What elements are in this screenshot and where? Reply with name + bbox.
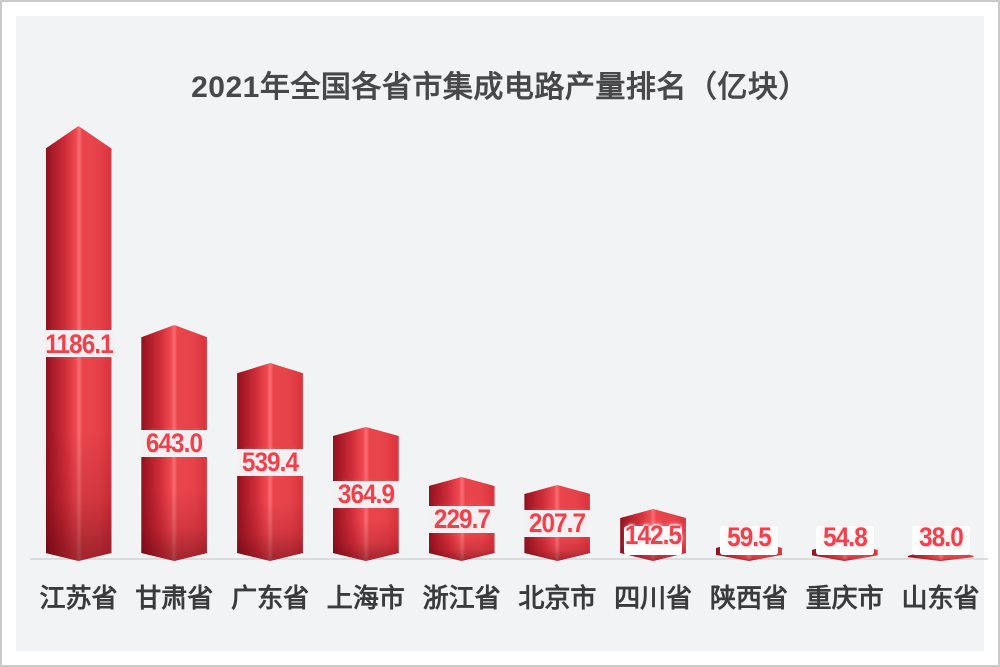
category-label: 甘肃省 — [135, 583, 214, 613]
bar-value-label: 59.5 — [727, 522, 772, 552]
chart-title: 2021年全国各省市集成电路产量排名（亿块） — [191, 71, 809, 104]
value-plate — [911, 526, 970, 555]
category-label: 江苏省 — [39, 583, 118, 613]
bar-value-label: 142.5 — [625, 520, 682, 550]
bar-gap — [140, 429, 209, 457]
category-label: 山东省 — [901, 583, 980, 613]
bar-gap — [236, 448, 305, 476]
bar-value-label: 229.7 — [433, 504, 490, 534]
bar-value-label: 54.8 — [822, 522, 868, 552]
bar-value-label: 207.7 — [529, 508, 586, 538]
value-plate — [720, 526, 778, 555]
category-label: 陕西省 — [709, 583, 788, 613]
bar-value-label: 539.4 — [241, 447, 299, 477]
bar-gap — [523, 509, 592, 537]
category-label: 北京市 — [518, 583, 597, 613]
category-label: 重庆市 — [805, 583, 884, 613]
x-axis-line — [30, 558, 988, 560]
category-label: 四川省 — [614, 583, 693, 613]
bar-value-label: 1186.1 — [44, 328, 113, 359]
bar-value-label: 38.0 — [918, 522, 964, 552]
category-label: 上海市 — [326, 583, 405, 613]
bar-gap — [427, 505, 496, 533]
value-plate — [815, 526, 874, 555]
value-plate — [624, 526, 683, 555]
category-label: 广东省 — [231, 583, 310, 613]
category-label: 浙江省 — [422, 583, 501, 613]
bar-gap — [44, 330, 113, 357]
bar-value-label: 364.9 — [337, 479, 395, 509]
bar-value-label: 643.0 — [146, 428, 203, 458]
bar-gap — [331, 480, 400, 508]
